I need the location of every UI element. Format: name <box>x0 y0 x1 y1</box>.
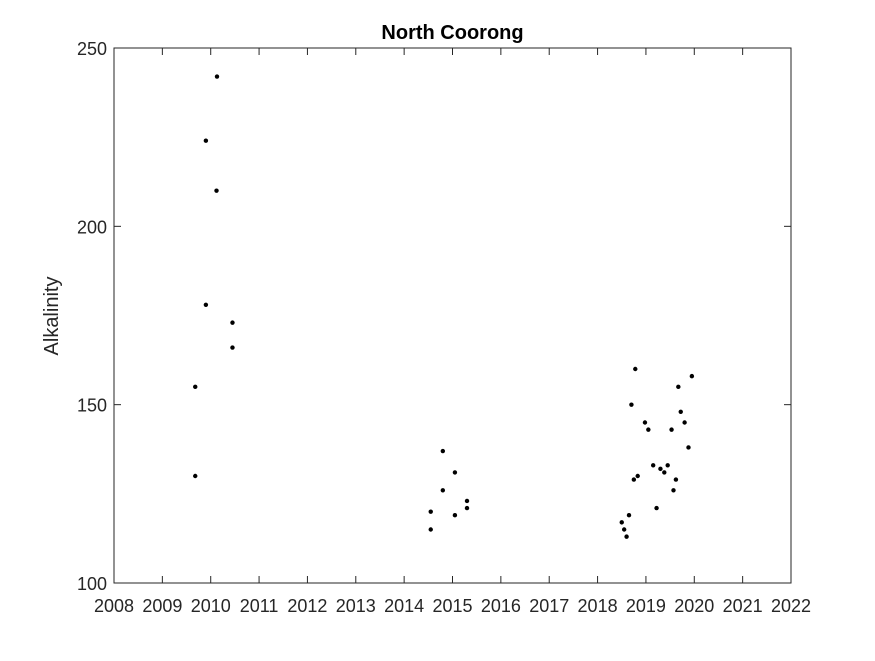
y-tick-label: 200 <box>77 217 107 237</box>
data-point <box>650 463 656 468</box>
data-point <box>662 470 667 475</box>
data-point <box>658 466 663 472</box>
data-point <box>214 188 219 193</box>
data-point <box>673 477 679 482</box>
data-point <box>633 366 638 372</box>
data-point <box>669 427 674 432</box>
x-tick-label: 2021 <box>723 596 763 616</box>
data-point <box>621 527 627 532</box>
data-point <box>635 473 640 479</box>
data-point <box>642 420 648 425</box>
x-tick-label: 2013 <box>336 596 376 616</box>
y-tick-label: 100 <box>77 574 107 594</box>
data-point <box>464 505 470 511</box>
x-tick-label: 2018 <box>578 596 618 616</box>
y-tick-label: 250 <box>77 39 107 59</box>
x-tick-label: 2014 <box>384 596 424 616</box>
data-point <box>464 498 470 504</box>
data-point <box>676 384 681 390</box>
data-point <box>629 402 634 407</box>
x-tick-label: 2020 <box>674 596 714 616</box>
data-point <box>193 473 198 479</box>
x-tick-label: 2008 <box>94 596 134 616</box>
x-tick-label: 2016 <box>481 596 521 616</box>
x-tick-labels: 2008 2009 2010 2011 2012 2013 2014 2015 2016 2017… <box>94 596 811 616</box>
data-point <box>203 302 209 307</box>
x-tick-label: 2012 <box>287 596 327 616</box>
data-point <box>678 409 683 414</box>
y-axis-label: Alkalinity <box>41 277 63 356</box>
y-tick-label: 150 <box>77 396 107 416</box>
data-point <box>631 477 637 482</box>
data-point <box>452 470 458 475</box>
data-point <box>440 448 446 454</box>
data-point <box>646 427 651 432</box>
data-point <box>193 384 198 390</box>
data-point <box>428 527 433 532</box>
data-point <box>203 138 209 143</box>
data-point <box>682 420 687 425</box>
x-tick-label: 2011 <box>240 596 279 616</box>
plot-frame <box>113 47 792 584</box>
data-point <box>619 520 624 525</box>
chart-title: North Coorong <box>381 22 523 44</box>
data-point <box>689 373 695 379</box>
data-point <box>671 488 676 493</box>
x-tick-label: 2009 <box>142 596 182 616</box>
data-point <box>230 345 235 350</box>
x-tick-label: 2017 <box>529 596 569 616</box>
plot-background <box>114 48 791 583</box>
data-point <box>686 445 691 450</box>
data-point <box>440 488 446 493</box>
data-point <box>665 463 670 468</box>
data-point <box>452 513 458 518</box>
data-point <box>624 534 629 539</box>
x-tick-label: 2015 <box>432 596 472 616</box>
data-point <box>230 320 235 325</box>
x-tick-label: 2019 <box>626 596 666 616</box>
points-layer <box>193 74 695 539</box>
y-tick-labels: 100 150 200 250 <box>77 39 107 594</box>
data-point <box>428 509 433 514</box>
data-point <box>214 74 220 79</box>
x-tick-label: 2022 <box>771 596 811 616</box>
x-tick-label: 2010 <box>191 596 231 616</box>
data-point <box>654 505 659 511</box>
data-point <box>626 513 632 518</box>
